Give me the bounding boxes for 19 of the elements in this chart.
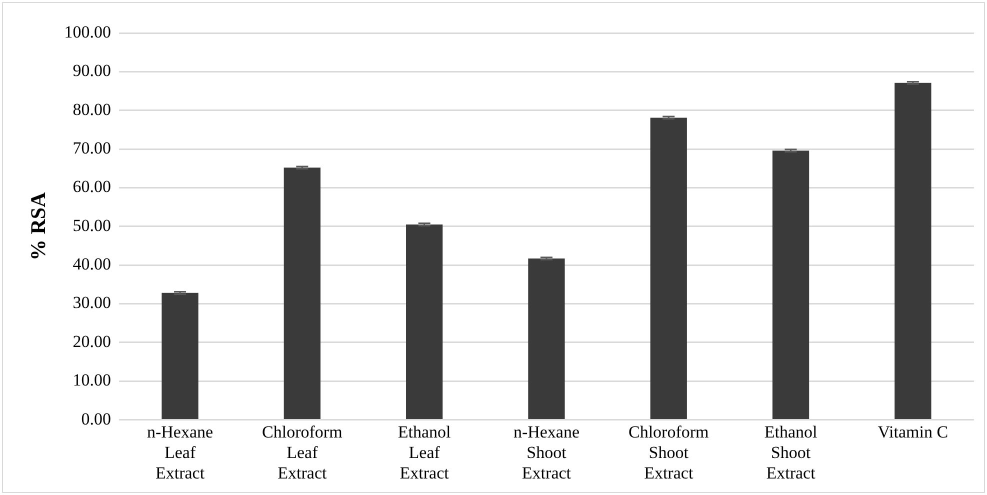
y-tick-label: 60.00 xyxy=(72,177,111,196)
x-tick-label: Vitamin C xyxy=(878,422,948,442)
y-tick-label: 70.00 xyxy=(72,138,111,158)
x-tick-label: Ethanol Leaf Extract xyxy=(398,422,452,482)
y-tick-label: 10.00 xyxy=(72,370,111,390)
y-tick-label: 80.00 xyxy=(72,100,111,119)
y-tick-label: 20.00 xyxy=(72,332,111,351)
y-tick-label: 100.00 xyxy=(64,22,111,42)
y-tick-label: 40.00 xyxy=(72,254,111,274)
y-tick-label: 50.00 xyxy=(72,216,111,235)
x-tick-label: n-Hexane Leaf Extract xyxy=(146,422,214,482)
x-tick-label: Ethanol Shoot Extract xyxy=(764,422,818,482)
y-tick-label: 0.00 xyxy=(81,409,111,428)
y-axis-title: % RSA xyxy=(26,191,50,261)
x-tick-label: Chloroform Leaf Extract xyxy=(262,422,342,482)
y-tick-label: 30.00 xyxy=(72,293,111,312)
x-tick-label: Chloroform Shoot Extract xyxy=(628,422,709,482)
x-tick-label: n-Hexane Shoot Extract xyxy=(513,422,580,482)
y-tick-label: 90.00 xyxy=(72,61,111,80)
